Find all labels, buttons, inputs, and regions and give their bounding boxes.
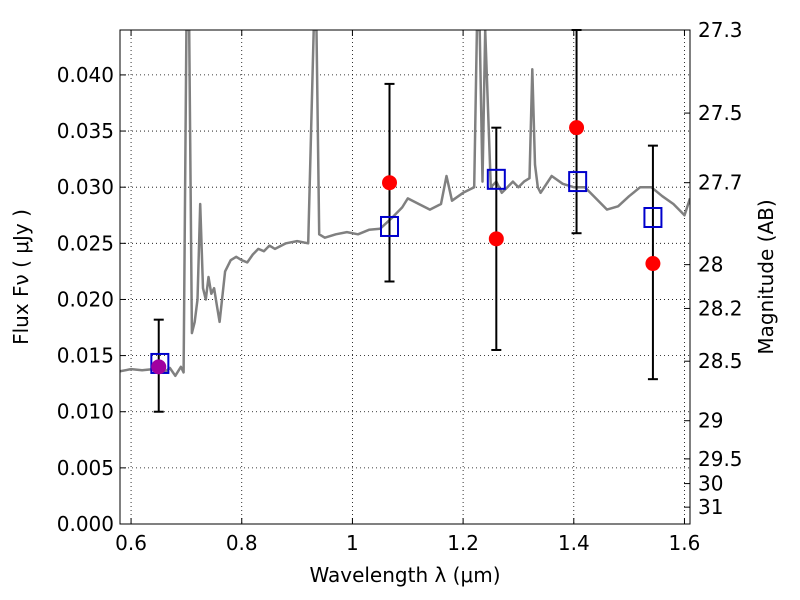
error-bars [153, 29, 658, 413]
right-tick-label: 30 [698, 472, 723, 496]
plot-frame [119, 29, 691, 525]
x-axis-label: Wavelength λ (μm) [309, 563, 500, 587]
right-tick-label: 27.5 [698, 101, 743, 125]
measured-point [569, 120, 585, 136]
y-tick-label: 0.040 [57, 63, 114, 87]
model-point [568, 171, 588, 193]
right-tick-label: 28.2 [698, 296, 743, 320]
measured-point [488, 231, 504, 247]
y-tick-label: 0.005 [57, 456, 114, 480]
right-tick-label: 31 [698, 495, 723, 519]
y-tick-label: 0.035 [57, 119, 114, 143]
x-tick-label: 1.6 [669, 531, 701, 555]
spectrum-series [120, 30, 690, 378]
model-point [486, 168, 506, 190]
right-tick-label: 29 [698, 409, 723, 433]
model-points [150, 168, 663, 374]
y-axis-label: Flux Fν ( μJy ) [9, 209, 33, 345]
grid-lines [120, 30, 690, 525]
x-tick-label: 0.8 [226, 531, 258, 555]
right-axis-label: Magnitude (AB) [754, 199, 778, 354]
x-tick-label: 1.2 [447, 531, 479, 555]
measured-point [382, 175, 398, 191]
measured-point [645, 256, 661, 272]
model-point [380, 215, 400, 237]
spectrum-line [120, 30, 690, 378]
measured-points [151, 120, 661, 375]
y-tick-label: 0.020 [57, 287, 114, 311]
model-point [643, 206, 663, 228]
axis-ticks: 0.6 0.8 1 1.2 1.4 1.6 0.000 0.005 0.010 0.015 0.02… [57, 18, 743, 555]
y-tick-label: 0.010 [57, 400, 114, 424]
x-tick-label: 0.6 [115, 531, 147, 555]
y-tick-label: 0.000 [57, 512, 114, 536]
y-tick-label: 0.025 [57, 231, 114, 255]
x-tick-label: 1 [346, 531, 359, 555]
y-tick-label: 0.030 [57, 175, 114, 199]
right-tick-label: 28 [698, 253, 723, 277]
right-tick-label: 28.5 [698, 349, 743, 373]
right-tick-label: 27.7 [698, 171, 743, 195]
x-tick-label: 1.4 [558, 531, 590, 555]
y-tick-label: 0.015 [57, 344, 114, 368]
right-tick-label: 27.3 [698, 18, 743, 42]
measured-point [151, 359, 167, 375]
right-tick-label: 29.5 [698, 447, 743, 471]
